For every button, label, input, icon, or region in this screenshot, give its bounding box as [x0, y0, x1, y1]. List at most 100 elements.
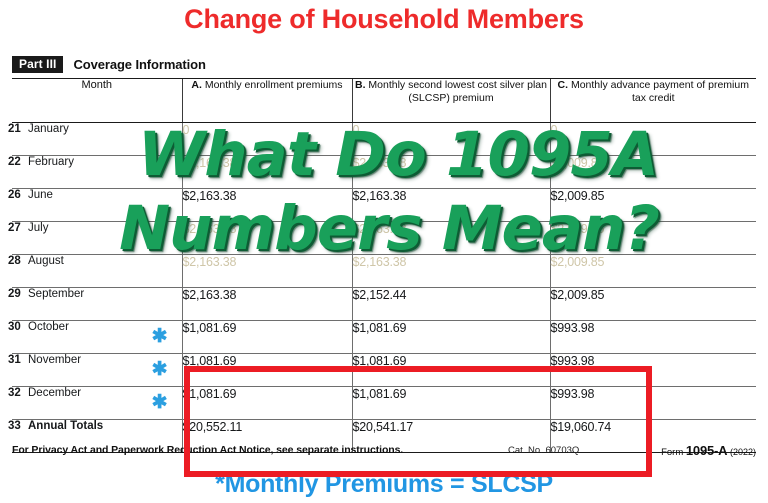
cell-value: $993.98 [550, 354, 595, 368]
form-year: (2022) [729, 447, 756, 457]
coverage-information-table: Month A. Monthly enrollment premiums B. … [8, 78, 756, 453]
cell-value: $1,081.69 [182, 387, 237, 401]
cell-c: $2,009.85 [549, 287, 756, 321]
cell-a: 0 [181, 122, 352, 156]
row-line-number: 29 [8, 288, 21, 300]
cell-value: $1,081.69 [182, 354, 237, 368]
form-word: Form [661, 447, 684, 458]
cell-value: $2,163.38 [182, 189, 237, 203]
cell-value: $1,081.69 [352, 321, 407, 335]
row-month-label: July [28, 222, 49, 234]
cell-value: $2,163.38 [182, 156, 237, 170]
row-month-label: October [28, 321, 69, 333]
privacy-notice-text: For Privacy Act and Paperwork Reduction … [12, 444, 404, 456]
cell-value: 0 [352, 123, 360, 137]
cell-c: $993.98 [549, 353, 756, 387]
cell-value: $2,163.38 [182, 222, 237, 236]
cell-value: $20,541.17 [352, 420, 414, 434]
row-line-number: 26 [8, 189, 21, 201]
row-month-label: February [28, 156, 75, 168]
cell-c: $2,009.85 [549, 188, 756, 222]
row-month-label: August [28, 255, 64, 267]
cell-value: $2,163.38 [352, 222, 407, 236]
row-month-label: Annual Totals [28, 420, 104, 432]
cell-value: $20,552.11 [182, 420, 243, 434]
form-identifier: Form 1095-A (2022) [661, 443, 756, 458]
cell-a: $2,163.38 [181, 254, 352, 288]
row-line-number: 21 [8, 123, 21, 135]
cell-b: $2,163.38 [351, 188, 550, 222]
cell-a: $1,081.69 [181, 353, 352, 387]
form-footer: For Privacy Act and Paperwork Reduction … [12, 442, 756, 462]
page-title: Change of Household Members [184, 4, 584, 34]
form-number: 1095-A [685, 443, 728, 458]
cell-value: 0 [182, 123, 190, 137]
row-month-cell: 22 February [8, 155, 182, 189]
cell-value: $993.98 [550, 387, 595, 401]
cell-value: $2,163.38 [182, 288, 237, 302]
column-header-c-letter: C. [557, 79, 569, 91]
column-header-a-letter: A. [191, 79, 202, 91]
row-line-number: 31 [8, 354, 21, 366]
table-row: 31 November ✱ $1,081.69 $1,081.69 $993.98 [8, 353, 756, 387]
cell-a: $20,552.11 [181, 419, 352, 453]
cell-a: $1,081.69 [181, 320, 352, 354]
cell-b: $1,081.69 [351, 353, 550, 387]
column-header-month: Month [12, 78, 182, 123]
cell-a: $2,163.38 [181, 221, 352, 255]
column-header-a: A. Monthly enrollment premiums [181, 78, 352, 123]
cell-value: $1,081.69 [352, 354, 407, 368]
table-body: 21 January 0 0 0 22 February $2,163.38 $2,163.38… [8, 122, 756, 453]
table-row: 32 December ✱ $1,081.69 $1,081.69 $993.98 [8, 386, 756, 420]
row-month-cell: 27 July [8, 221, 182, 255]
cell-b: $2,163.38 [351, 254, 550, 288]
bottom-caption: *Monthly Premiums = SLCSP [215, 470, 553, 498]
cell-value: $2,152.44 [352, 288, 407, 302]
table-row: 22 February $2,163.38 $2,163.38 $2,009.85 [8, 155, 756, 189]
cell-b: $1,081.69 [351, 386, 550, 420]
cell-value: 0 [550, 123, 558, 137]
table-row: 29 September $2,163.38 $2,152.44 $2,009.85 [8, 287, 756, 321]
cell-c: $2,009.85 [549, 155, 756, 189]
row-month-label: September [28, 288, 85, 300]
row-line-number: 32 [8, 387, 21, 399]
row-month-label: December [28, 387, 82, 399]
cell-value: $2,163.38 [352, 189, 407, 203]
table-row: 28 August $2,163.38 $2,163.38 $2,009.85 [8, 254, 756, 288]
part-number-tag: Part III [12, 56, 64, 73]
cell-c: $2,009.85 [549, 221, 756, 255]
row-line-number: 28 [8, 255, 21, 267]
cell-a: $2,163.38 [181, 188, 352, 222]
cell-c: $993.98 [549, 386, 756, 420]
cell-value: $1,081.69 [352, 387, 407, 401]
row-line-number: 27 [8, 222, 21, 234]
column-header-month-label: Month [81, 79, 113, 91]
table-row: 30 October ✱ $1,081.69 $1,081.69 $993.98 [8, 320, 756, 354]
form-1095a: Part III Coverage Information Month A. M… [8, 55, 756, 477]
cell-b: $2,152.44 [351, 287, 550, 321]
row-month-cell: 29 September [8, 287, 182, 321]
cell-b: 0 [351, 122, 550, 156]
column-header-c-label: Monthly advance payment of premium tax c… [570, 79, 749, 104]
row-month-cell: 33 Annual Totals [8, 419, 182, 453]
asterisk-icon: ✱ [151, 326, 168, 347]
cell-b: $2,163.38 [351, 155, 550, 189]
column-header-c: C. Monthly advance payment of premium ta… [549, 78, 756, 123]
cell-c: 0 [549, 122, 756, 156]
column-header-b-label: Monthly second lowest cost silver plan (… [368, 79, 547, 104]
cell-a: $1,081.69 [181, 386, 352, 420]
column-header-a-label: Monthly enrollment premiums [204, 79, 343, 91]
table-row: 21 January 0 0 0 [8, 122, 756, 156]
cell-value: $2,163.38 [352, 156, 407, 170]
row-line-number: 33 [8, 420, 21, 432]
cell-b: $20,541.17 [351, 419, 550, 453]
cell-value: $2,009.85 [550, 222, 605, 236]
row-month-cell: 28 August [8, 254, 182, 288]
part-iii-header: Part III Coverage Information [12, 55, 206, 74]
cell-value: $993.98 [550, 321, 595, 335]
catalog-number: Cat. No. 60703Q [508, 445, 580, 456]
column-header-b: B. Monthly second lowest cost silver pla… [351, 78, 550, 123]
cell-value: $2,009.85 [550, 156, 605, 170]
row-month-cell: 30 October ✱ [8, 320, 182, 354]
cell-value: $19,060.74 [550, 420, 612, 434]
